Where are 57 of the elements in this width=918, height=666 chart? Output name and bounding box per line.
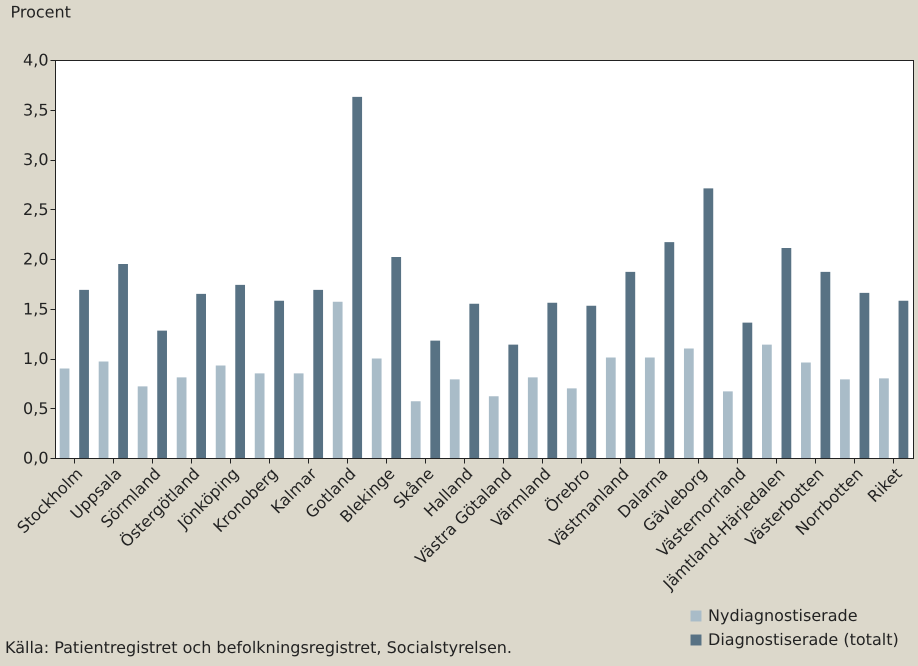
bar [488,396,499,458]
bar [294,373,304,458]
bar [879,378,889,458]
bar [664,242,674,458]
bar [332,302,343,458]
bar [644,358,655,458]
bar [79,290,89,458]
bar [547,302,558,458]
legend-label: Nydiagnostiserade [708,606,858,625]
y-tick-label: 0,5 [23,398,48,418]
y-tick-label: 1,0 [23,349,48,368]
y-axis-title: Procent [10,2,71,22]
bar [703,188,714,458]
bar [586,306,596,458]
bar [469,304,480,458]
y-tick-label: 4,0 [23,50,48,70]
bar [157,330,167,458]
bar [840,379,850,458]
bar [410,401,421,458]
y-tick-label: 3,5 [23,100,48,120]
y-tick-label: 1,5 [23,299,48,318]
bar [450,379,460,458]
bar [801,362,811,458]
bar [898,300,908,458]
bar [508,344,518,458]
bar [430,340,440,458]
bar [742,322,752,458]
bar [606,358,616,458]
bar [98,361,108,458]
bar [118,264,128,458]
text: Källa: Patientregistret och befolkningsregistret, Socialstyrelsen. [5,638,512,657]
bar [722,391,733,458]
bar [196,294,206,458]
bar [274,300,284,458]
bar [684,348,694,458]
bar [352,96,362,458]
y-tick-label: 2,0 [23,250,48,268]
bar [391,257,402,458]
bar [372,358,382,458]
bar [782,248,792,458]
bar [235,284,246,458]
bar [138,386,148,458]
bar [762,344,772,458]
bar [254,373,265,458]
y-tick-label: 3,0 [23,150,48,169]
bar [625,272,636,458]
bar [176,377,186,458]
y-tick-label: 2,5 [23,200,48,219]
bar [528,377,538,458]
bar [60,368,70,458]
bar [820,272,830,458]
bar [860,292,870,458]
bar [216,365,226,458]
legend-label: Diagnostiserade (totalt) [708,630,899,649]
bar [313,290,324,458]
y-tick-label: 0,0 [23,448,48,468]
bar [566,388,577,458]
